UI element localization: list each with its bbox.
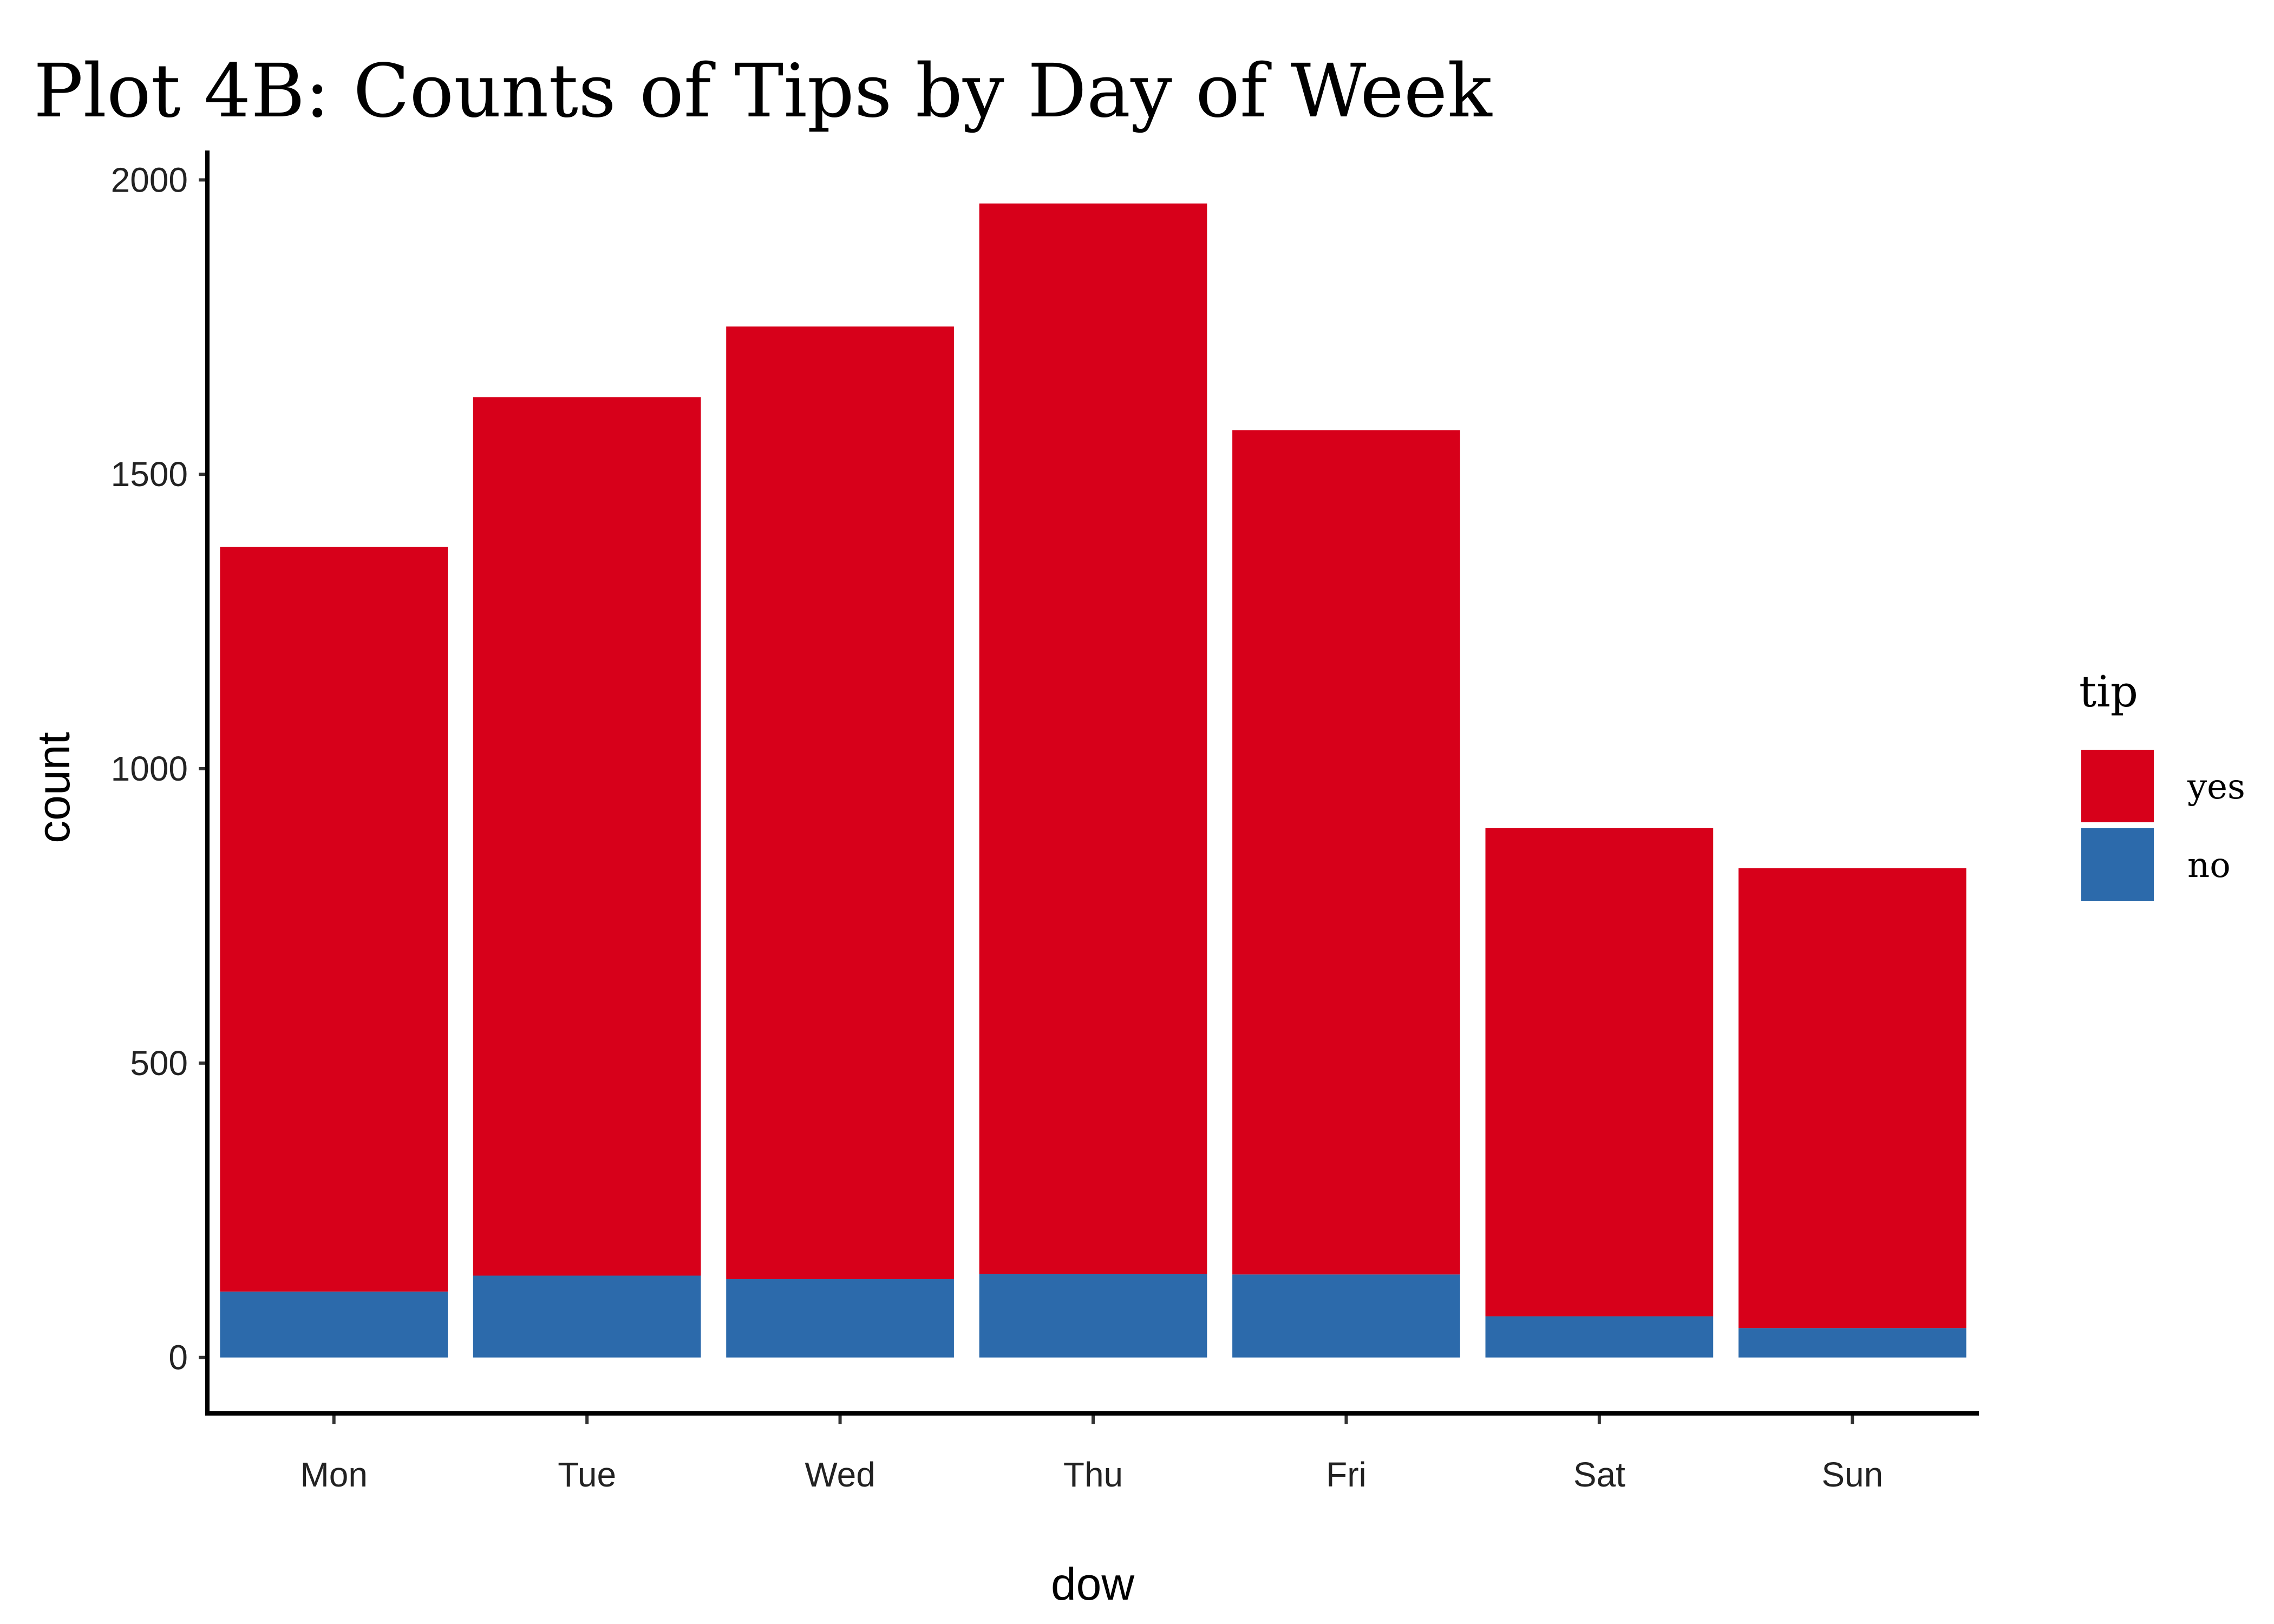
bar-wed-no <box>726 1279 954 1358</box>
legend-key-yes <box>2081 750 2154 822</box>
y-axis-title: count <box>28 732 79 843</box>
x-tick-label: Mon <box>300 1455 368 1494</box>
y-axis-ticks: 0 500 1000 1500 2000 <box>111 160 207 1377</box>
legend-key-no <box>2081 828 2154 901</box>
x-axis-ticks: Mon Tue Wed Thu Fri Sat Sun <box>300 1413 1883 1494</box>
bars-group <box>220 203 1966 1358</box>
bar-tue-no <box>473 1275 701 1358</box>
x-tick-label: Fri <box>1326 1455 1367 1494</box>
bar-thu-yes <box>979 203 1207 1274</box>
legend: tip yes no <box>2079 666 2245 901</box>
bar-sun-no <box>1738 1328 1966 1358</box>
bar-tue-yes <box>473 397 701 1276</box>
x-tick-label: Tue <box>558 1455 616 1494</box>
bar-fri-yes <box>1232 430 1460 1275</box>
legend-label-yes: yes <box>2187 767 2245 807</box>
bar-mon-yes <box>220 546 448 1292</box>
legend-items: yes no <box>2081 750 2245 901</box>
bar-wed-yes <box>726 326 954 1280</box>
bar-mon-no <box>220 1291 448 1358</box>
x-tick-label: Thu <box>1063 1455 1123 1494</box>
chart-title: Plot 4B: Counts of Tips by Day of Week <box>34 49 1493 134</box>
legend-label-no: no <box>2187 846 2231 886</box>
bar-fri-no <box>1232 1274 1460 1358</box>
x-tick-label: Wed <box>805 1455 875 1494</box>
bar-sun-yes <box>1738 868 1966 1328</box>
y-tick-label: 2000 <box>111 160 188 199</box>
y-tick-label: 1000 <box>111 749 188 788</box>
legend-title: tip <box>2079 666 2138 717</box>
x-axis-title: dow <box>1051 1558 1134 1609</box>
x-tick-label: Sat <box>1573 1455 1625 1494</box>
y-tick-label: 1500 <box>111 455 188 494</box>
y-tick-label: 0 <box>168 1338 188 1377</box>
bar-sat-no <box>1485 1316 1714 1358</box>
y-tick-label: 500 <box>130 1044 188 1083</box>
x-tick-label: Sun <box>1821 1455 1883 1494</box>
bar-sat-yes <box>1485 828 1714 1317</box>
bar-thu-no <box>979 1274 1207 1358</box>
